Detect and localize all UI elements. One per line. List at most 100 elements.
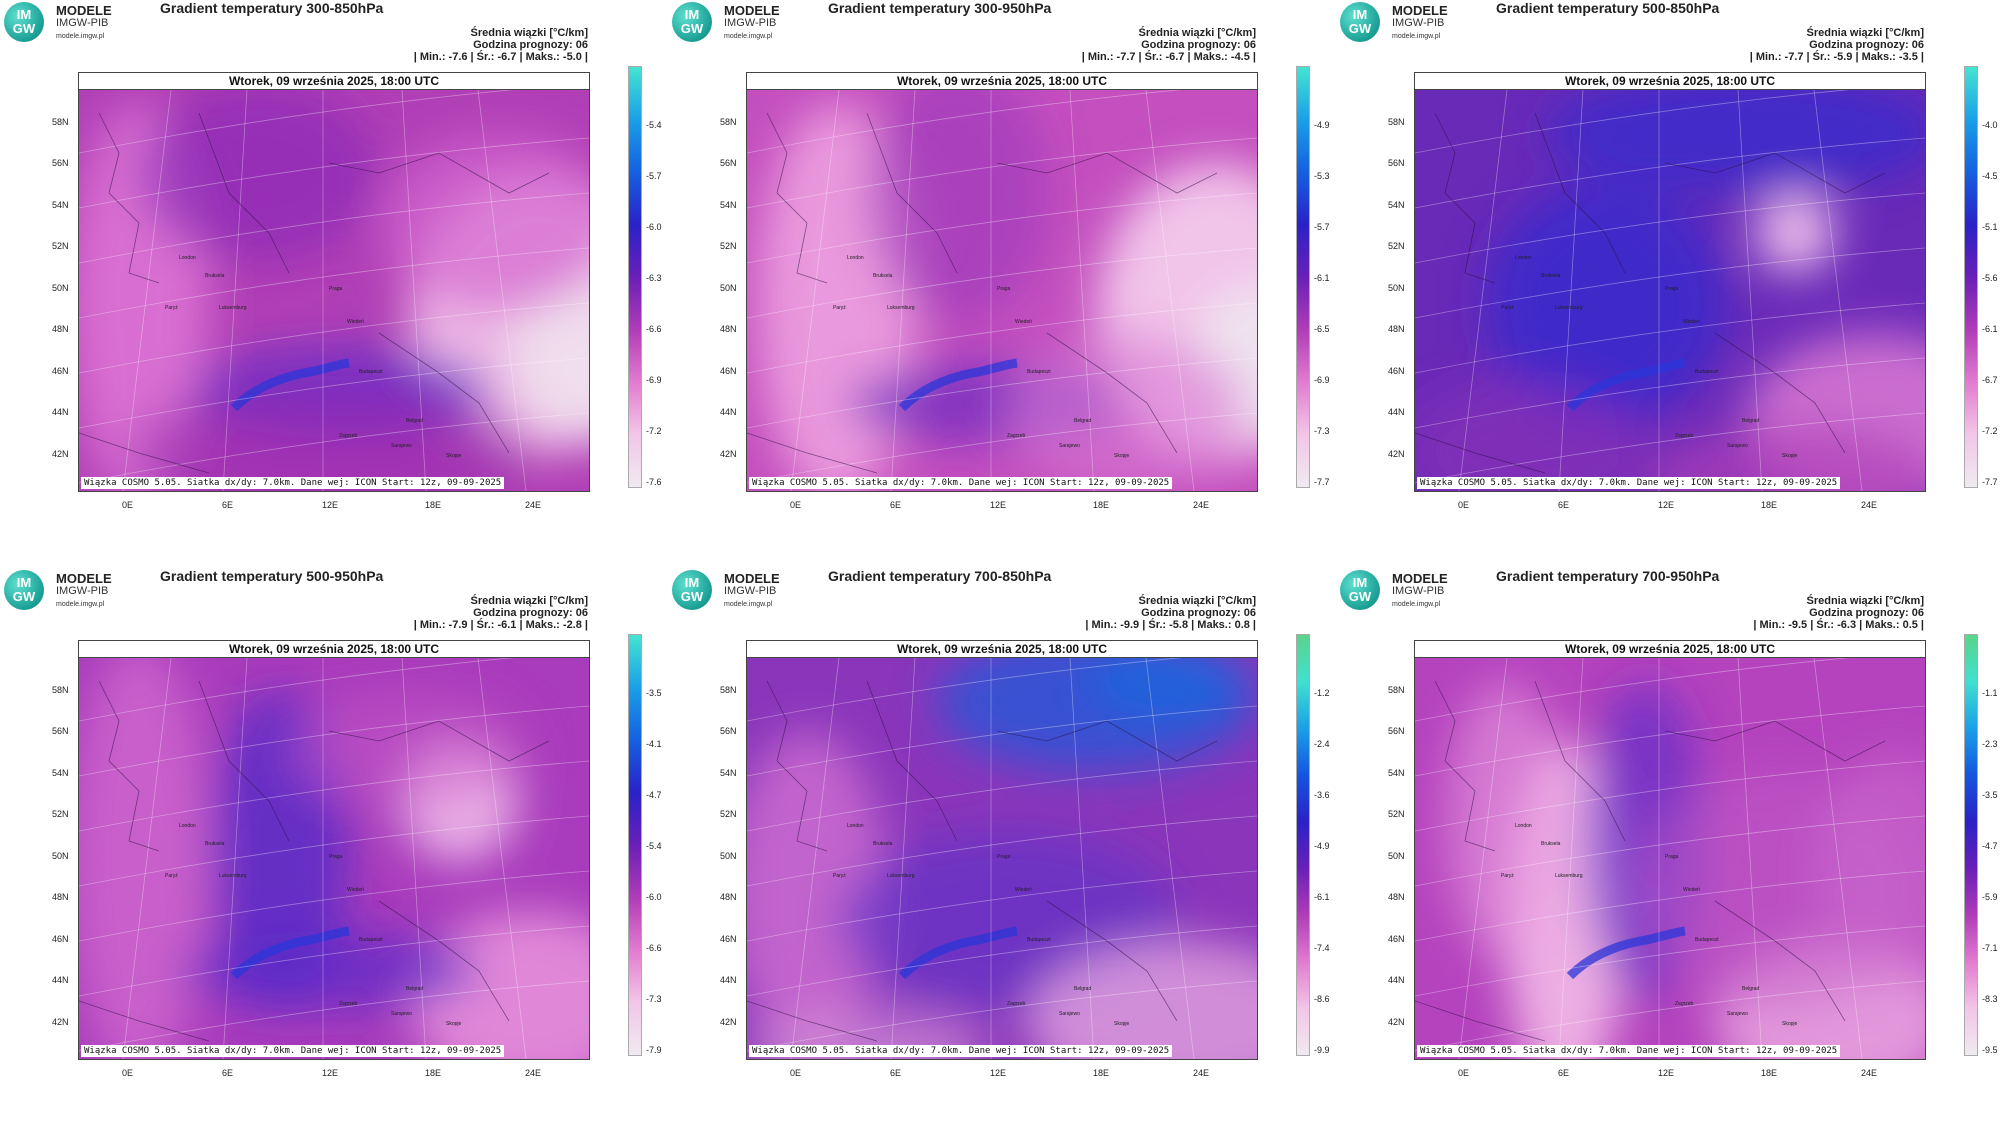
lat-label: 50N bbox=[1388, 283, 1405, 293]
city-label: Skopje bbox=[446, 453, 462, 459]
colorbar-tick: -9.5 bbox=[1982, 1045, 1998, 1055]
panel-meta: Średnia wiązki [°C/km] Godzina prognozy:… bbox=[414, 595, 588, 631]
lon-label: 6E bbox=[1558, 500, 1570, 510]
graticule-lat bbox=[747, 815, 1257, 887]
brand-name: MODELE bbox=[724, 3, 780, 18]
colorbar-tick: -9.9 bbox=[1314, 1045, 1330, 1055]
lon-label: 18E bbox=[1761, 500, 1778, 510]
city-label: Sarajewo bbox=[1059, 1011, 1080, 1017]
brand-org: IMGW-PIB bbox=[56, 585, 109, 597]
city-label: Budapeszt bbox=[1695, 369, 1719, 375]
lat-label: 42N bbox=[52, 449, 69, 459]
logo-text: IM GW bbox=[1348, 7, 1372, 36]
lat-label: 48N bbox=[720, 892, 737, 902]
colorbar-tick: -7.7 bbox=[1314, 477, 1330, 487]
colorbar-tick: -7.2 bbox=[646, 426, 662, 436]
lat-label: 48N bbox=[52, 324, 69, 334]
city-label: Praga bbox=[997, 286, 1011, 292]
city-label: Skopje bbox=[1114, 1021, 1130, 1027]
lat-label: 54N bbox=[52, 200, 69, 210]
field-region bbox=[1755, 193, 1835, 273]
model-footer: Wiązka COSMO 5.05. Siatka dx/dy: 7.0km. … bbox=[749, 1045, 1173, 1057]
colorbar-tick: -6.1 bbox=[1982, 324, 1998, 334]
colorbar-tick: -6.7 bbox=[1982, 375, 1998, 385]
lat-label: 58N bbox=[720, 685, 737, 695]
graticule-lon bbox=[790, 73, 842, 491]
panel-title: Gradient temperatury 700-950hPa bbox=[1496, 568, 1720, 584]
field-region bbox=[179, 931, 479, 1011]
borders bbox=[747, 680, 1218, 1042]
brand-site: modele.imgw.pl bbox=[1392, 601, 1441, 608]
field-region bbox=[139, 83, 379, 263]
brand-block: MODELE IMGW-PIB modele.imgw.pl bbox=[56, 4, 112, 43]
lat-label: 58N bbox=[720, 117, 737, 127]
alps-feature bbox=[1566, 358, 1686, 412]
gradient-field-map bbox=[79, 73, 589, 491]
field-region bbox=[1027, 941, 1257, 1059]
colorbar-tick: -4.9 bbox=[1314, 841, 1330, 851]
lon-label: 6E bbox=[222, 1068, 234, 1078]
panel-title: Gradient temperatury 300-950hPa bbox=[828, 0, 1052, 16]
city-label: Sarajewo bbox=[1727, 1011, 1748, 1017]
graticule-lat bbox=[1415, 815, 1925, 887]
colorbar-tick: -7.3 bbox=[646, 994, 662, 1004]
city-label: London bbox=[847, 255, 864, 261]
colorbar bbox=[1296, 66, 1310, 488]
brand-block: MODELE IMGW-PIB modele.imgw.pl bbox=[1392, 572, 1448, 611]
field-region bbox=[1415, 383, 1645, 491]
model-footer: Wiązka COSMO 5.05. Siatka dx/dy: 7.0km. … bbox=[81, 477, 505, 489]
borders bbox=[1415, 680, 1886, 1042]
graticule-lat bbox=[1415, 760, 1925, 832]
graticule-lat bbox=[1415, 980, 1925, 1052]
colorbar-tick: -7.4 bbox=[1314, 943, 1330, 953]
city-label: Belgrad bbox=[1074, 418, 1092, 424]
panel-meta: Średnia wiązki [°C/km] Godzina prognozy:… bbox=[1753, 595, 1924, 631]
city-label: Paryż bbox=[833, 305, 846, 311]
colorbar-tick: -6.6 bbox=[646, 943, 662, 953]
graticule-lon bbox=[222, 73, 249, 491]
brand-site: modele.imgw.pl bbox=[724, 601, 773, 608]
graticule-lon bbox=[400, 641, 427, 1059]
borders bbox=[79, 112, 550, 474]
lat-label: 52N bbox=[52, 241, 69, 251]
colorbar-tick: -7.6 bbox=[646, 477, 662, 487]
graticule-lat bbox=[79, 980, 589, 1052]
forecast-hour: Godzina prognozy: 06 bbox=[1809, 39, 1924, 51]
lat-label: 42N bbox=[720, 1017, 737, 1027]
lat-label: 44N bbox=[52, 975, 69, 985]
graticule-lat bbox=[747, 302, 1257, 374]
mean-label: Średnia wiązki [°C/km] bbox=[1138, 27, 1257, 39]
city-label: Zagrzeb bbox=[339, 433, 358, 439]
lat-label: 52N bbox=[1388, 809, 1405, 819]
colorbar-tick: -1.2 bbox=[1314, 688, 1330, 698]
city-label: London bbox=[179, 823, 196, 829]
city-label: Zagrzeb bbox=[1675, 433, 1694, 439]
imgw-logo: IM GW bbox=[1340, 570, 1380, 610]
graticule-lat bbox=[79, 760, 589, 832]
graticule-lon bbox=[1558, 641, 1585, 1059]
colorbar-tick: -6.0 bbox=[646, 892, 662, 902]
lat-label: 50N bbox=[1388, 851, 1405, 861]
brand-block: MODELE IMGW-PIB modele.imgw.pl bbox=[724, 572, 780, 611]
brand-name: MODELE bbox=[1392, 571, 1448, 586]
city-label: Budapeszt bbox=[359, 369, 383, 375]
city-label: Budapeszt bbox=[1027, 937, 1051, 943]
lat-label: 46N bbox=[720, 934, 737, 944]
field-region bbox=[79, 641, 209, 1059]
lat-label: 42N bbox=[720, 449, 737, 459]
colorbar-tick: -5.3 bbox=[1314, 171, 1330, 181]
city-label: Paryż bbox=[1501, 873, 1514, 879]
field-region bbox=[867, 73, 1047, 323]
city-label: Sarajewo bbox=[391, 443, 412, 449]
gradient-field-map bbox=[747, 641, 1257, 1059]
gradient-field-map bbox=[79, 641, 589, 1059]
lat-label: 58N bbox=[1388, 685, 1405, 695]
colorbar-tick: -6.5 bbox=[1314, 324, 1330, 334]
graticule-lon bbox=[1736, 73, 1763, 491]
brand-org: IMGW-PIB bbox=[1392, 585, 1445, 597]
graticule-lat bbox=[747, 412, 1257, 484]
colorbar bbox=[1964, 66, 1978, 488]
colorbar-tick: -4.1 bbox=[646, 739, 662, 749]
graticule-lat bbox=[1415, 705, 1925, 777]
lon-label: 24E bbox=[1861, 1068, 1878, 1078]
